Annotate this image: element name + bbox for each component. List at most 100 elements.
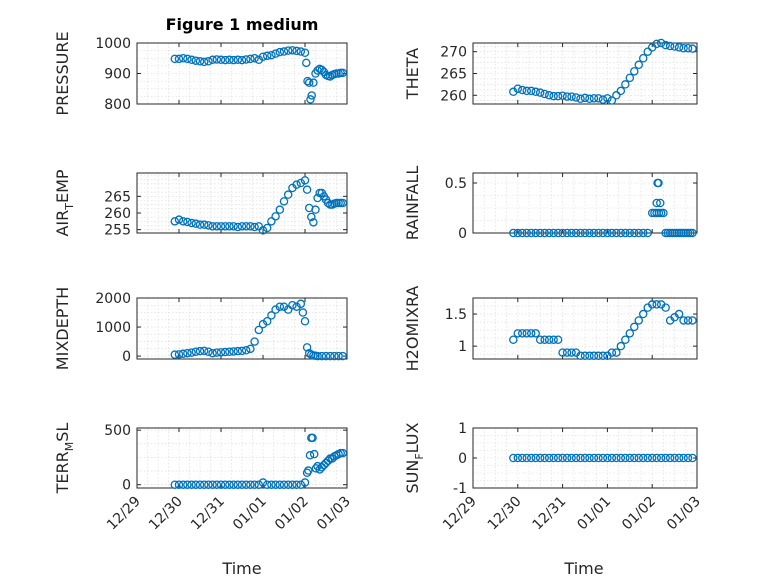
data-point-h2omixra — [679, 316, 688, 325]
y-axis-label-theta: THETA — [403, 48, 422, 100]
data-point-sun-flux — [665, 453, 675, 463]
data-point-mixdepth — [225, 347, 234, 356]
data-point-theta — [638, 54, 648, 63]
data-point-sun-flux — [607, 453, 617, 463]
data-point-terr-msl — [319, 460, 329, 470]
data-point-rainfall — [544, 228, 554, 238]
data-point-air-temp — [178, 217, 188, 226]
data-point-pressure — [187, 55, 196, 65]
data-point-pressure — [216, 55, 226, 65]
data-point-pressure — [288, 46, 297, 55]
data-point-theta — [643, 47, 652, 56]
data-point-sun-flux — [616, 453, 626, 463]
data-point-air-temp — [212, 222, 222, 231]
figure-title: Figure 1 medium — [166, 15, 319, 34]
data-point-mixdepth — [298, 308, 308, 317]
data-point-mixdepth — [216, 348, 226, 357]
data-point-air-temp — [300, 176, 310, 185]
data-point-sun-flux — [558, 453, 567, 463]
data-point-rainfall — [634, 228, 644, 238]
data-point-mixdepth — [208, 348, 217, 358]
data-point-terr-msl — [241, 480, 251, 489]
axes-air-temp — [136, 172, 348, 234]
data-point-theta — [531, 87, 540, 97]
data-point-pressure — [225, 55, 234, 65]
data-point-terr-msl — [283, 480, 293, 489]
data-point-mixdepth — [191, 347, 201, 356]
data-point-h2omixra — [594, 351, 603, 361]
data-point-terr-msl — [170, 480, 180, 489]
y-axis-label-pressure: PRESSURE — [53, 31, 72, 115]
data-point-pressure — [204, 57, 213, 66]
y-tick-label: 265 — [104, 189, 131, 205]
data-point-terr-msl — [317, 463, 327, 472]
data-point-theta — [634, 60, 644, 70]
data-point-theta — [535, 88, 545, 97]
data-point-terr-msl — [174, 480, 184, 489]
data-point-theta — [683, 43, 693, 53]
y-tick-label: 800 — [104, 97, 131, 113]
data-point-terr-msl — [311, 464, 321, 473]
data-point-theta — [603, 94, 612, 103]
data-point-terr-msl — [250, 480, 259, 489]
data-point-rainfall — [535, 228, 545, 238]
data-point-rainfall — [518, 228, 527, 238]
data-point-pressure — [267, 50, 276, 60]
data-point-terr-msl — [292, 480, 301, 489]
data-point-terr-msl — [300, 478, 310, 487]
data-point-pressure — [317, 65, 327, 75]
data-point-h2omixra — [652, 300, 661, 309]
data-point-air-temp — [302, 185, 312, 194]
data-point-terr-msl — [208, 480, 217, 489]
data-point-h2omixra — [621, 335, 630, 344]
data-point-terr-msl — [309, 449, 319, 459]
data-point-mixdepth — [220, 347, 230, 357]
data-point-rainfall — [562, 228, 572, 238]
data-point-rainfall — [652, 198, 661, 208]
axes-sun-flux — [472, 427, 698, 489]
data-point-sun-flux — [670, 453, 679, 463]
data-point-rainfall — [659, 208, 668, 218]
data-point-mixdepth — [325, 351, 335, 361]
data-point-rainfall — [522, 228, 532, 238]
data-point-pressure — [195, 57, 205, 66]
data-point-air-temp — [233, 222, 243, 232]
data-point-mixdepth — [170, 350, 180, 359]
data-point-pressure — [191, 56, 201, 65]
data-point-h2omixra — [522, 329, 532, 338]
data-point-h2omixra — [580, 351, 590, 361]
data-point-pressure — [262, 51, 272, 61]
data-point-air-temp — [292, 180, 301, 189]
data-point-rainfall — [656, 198, 665, 208]
data-point-theta — [553, 91, 563, 101]
x-axis-label-left: Time — [221, 559, 261, 578]
data-point-theta — [594, 94, 603, 103]
data-point-air-temp — [229, 222, 238, 231]
data-point-rainfall — [558, 228, 567, 238]
data-point-h2omixra — [549, 335, 558, 344]
data-point-mixdepth — [300, 316, 310, 326]
data-point-theta — [526, 86, 536, 96]
data-point-h2omixra — [509, 335, 518, 344]
y-tick-label: 0 — [458, 451, 467, 467]
grid-layer — [137, 43, 697, 488]
data-point-rainfall — [603, 228, 612, 238]
data-point-theta — [513, 84, 523, 94]
data-point-sun-flux — [589, 453, 599, 463]
data-point-air-temp — [323, 198, 333, 208]
data-point-rainfall — [540, 228, 549, 238]
data-point-mixdepth — [288, 301, 297, 310]
data-point-pressure — [303, 76, 312, 86]
data-point-pressure — [304, 78, 314, 87]
data-point-terr-msl — [338, 448, 348, 458]
y-tick-label: 0.5 — [445, 176, 467, 192]
data-point-theta — [562, 92, 572, 101]
data-point-air-temp — [208, 222, 217, 231]
data-point-rainfall — [567, 228, 576, 238]
data-point-sun-flux — [535, 453, 545, 463]
data-point-air-temp — [267, 217, 276, 226]
data-point-mixdepth — [338, 351, 348, 361]
data-point-h2omixra — [688, 316, 697, 325]
